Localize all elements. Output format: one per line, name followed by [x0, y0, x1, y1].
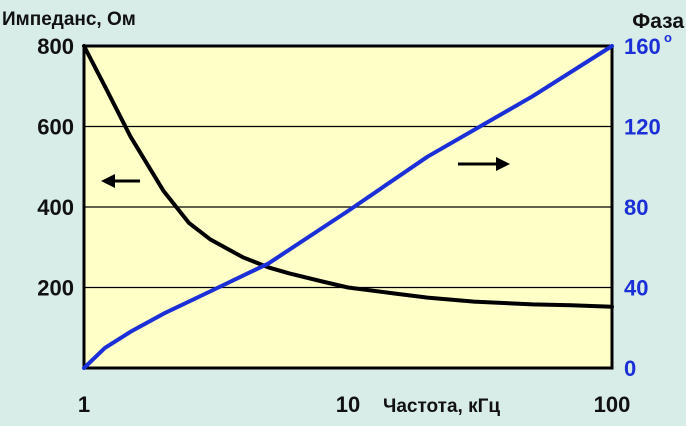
impedance-series-line [82, 44, 614, 309]
x-axis-title: Частота, кГц [383, 396, 500, 417]
left-tick-label: 800 [37, 34, 74, 59]
left-tick-label: 400 [37, 195, 74, 220]
left-tick-label: 200 [37, 276, 74, 301]
x-tick-label: 100 [594, 392, 631, 417]
left-axis-title: Импеданс, Ом [2, 9, 136, 30]
arrow-left-icon [101, 174, 140, 188]
arrow-right-icon [458, 157, 510, 171]
right-tick-label: 0 [624, 356, 636, 381]
right-tick-label: 80 [624, 195, 648, 220]
right-axis-title: Фаза [632, 10, 684, 33]
right-tick-label: 40 [624, 276, 648, 301]
right-axis-ticks: 0 40 80 120 160 o [624, 30, 672, 381]
x-axis-ticks: 1 10 100 [78, 392, 630, 417]
left-tick-label: 600 [37, 115, 74, 140]
right-tick-label: 120 [624, 115, 661, 140]
phase-series-line [82, 44, 614, 370]
series-layer [82, 44, 614, 370]
left-axis-ticks: 200 400 600 800 [37, 34, 74, 301]
x-tick-label: 10 [336, 392, 360, 417]
right-tick-label: 160 [624, 34, 661, 59]
x-tick-label: 1 [78, 392, 90, 417]
degree-mark: o [664, 30, 672, 45]
